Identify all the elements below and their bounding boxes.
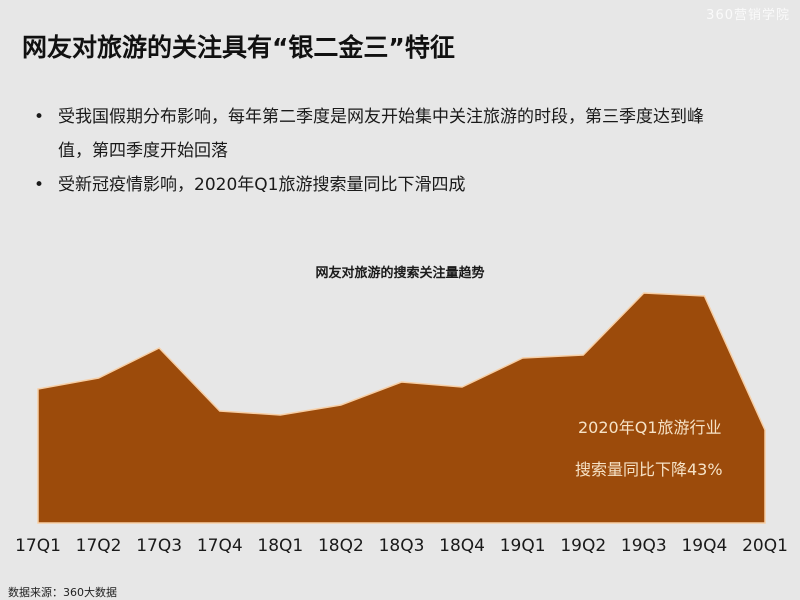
x-tick-label: 17Q3 [136,536,182,556]
x-tick-label: 19Q4 [681,536,727,556]
bullet-dot: • [34,107,45,127]
x-tick-label: 18Q1 [257,536,303,556]
x-tick-label: 18Q2 [318,536,364,556]
page-title: 网友对旅游的关注具有“银二金三”特征 [22,33,455,62]
x-tick-label: 19Q2 [560,536,606,556]
area-series [37,292,766,524]
x-tick-label: 20Q1 [742,536,788,556]
x-tick-label: 18Q4 [439,536,485,556]
chart-title: 网友对旅游的搜索关注量趋势 [315,266,485,281]
bullet-item: • 受我国假期分布影响，每年第二季度是网友开始集中关注旅游的时段，第三季度达到峰值… [30,100,718,168]
bullet-list: • 受我国假期分布影响，每年第二季度是网友开始集中关注旅游的时段，第三季度达到峰值… [30,100,718,202]
bullet-item: • 受新冠疫情影响，2020年Q1旅游搜索量同比下滑四成 [30,168,718,202]
x-tick-label: 18Q3 [379,536,425,556]
x-tick-label: 17Q4 [197,536,243,556]
x-tick-label: 19Q1 [500,536,546,556]
bullet-text: 受我国假期分布影响，每年第二季度是网友开始集中关注旅游的时段，第三季度达到峰值，… [58,107,704,161]
chart-annotation: 2020年Q1旅游行业 [578,418,722,437]
x-tick-label: 17Q2 [76,536,122,556]
bullet-dot: • [34,175,45,195]
x-tick-label: 19Q3 [621,536,667,556]
bullet-text: 受新冠疫情影响，2020年Q1旅游搜索量同比下滑四成 [58,175,466,195]
brand-logo: 360营销学院 [706,8,790,23]
x-tick-label: 17Q1 [15,536,61,556]
chart-annotation: 搜索量同比下降43% [575,460,723,479]
data-source: 数据来源：360大数据 [8,586,117,599]
